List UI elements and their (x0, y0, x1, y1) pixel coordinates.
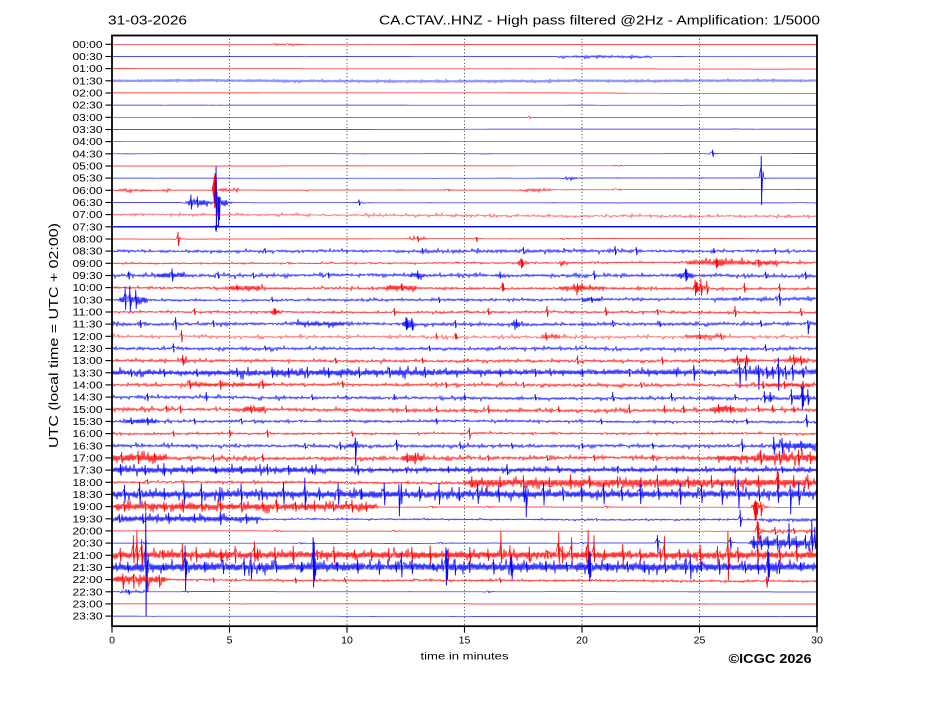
svg-text:02:00: 02:00 (73, 89, 104, 100)
svg-text:23:00: 23:00 (73, 600, 104, 611)
svg-text:01:00: 01:00 (73, 64, 104, 75)
svg-text:04:00: 04:00 (73, 137, 104, 148)
svg-text:08:00: 08:00 (73, 235, 104, 246)
svg-text:07:00: 07:00 (73, 210, 104, 221)
svg-text:21:30: 21:30 (73, 563, 104, 574)
svg-text:15:00: 15:00 (73, 405, 104, 416)
svg-text:20:30: 20:30 (73, 539, 104, 550)
svg-text:10:00: 10:00 (73, 283, 104, 294)
svg-text:13:00: 13:00 (73, 356, 104, 367)
svg-text:22:00: 22:00 (73, 575, 104, 586)
svg-text:21:00: 21:00 (73, 551, 104, 562)
svg-text:15: 15 (459, 635, 471, 647)
svg-text:19:30: 19:30 (73, 514, 104, 525)
svg-text:UTC (local time = UTC + 02:00): UTC (local time = UTC + 02:00) (46, 223, 61, 448)
svg-text:11:30: 11:30 (73, 320, 104, 331)
svg-text:09:00: 09:00 (73, 259, 104, 270)
svg-text:01:30: 01:30 (73, 76, 104, 87)
svg-text:06:00: 06:00 (73, 186, 104, 197)
svg-text:CA.CTAV..HNZ - High pass filte: CA.CTAV..HNZ - High pass filtered @2Hz -… (379, 13, 820, 28)
svg-text:10: 10 (341, 635, 353, 647)
svg-text:14:00: 14:00 (73, 381, 104, 392)
svg-text:10:30: 10:30 (73, 295, 104, 306)
svg-text:18:30: 18:30 (73, 490, 104, 501)
svg-text:©ICGC 2026: ©ICGC 2026 (729, 651, 812, 666)
svg-text:15:30: 15:30 (73, 417, 104, 428)
svg-text:0: 0 (109, 635, 115, 647)
svg-text:04:30: 04:30 (73, 149, 104, 160)
svg-text:16:00: 16:00 (73, 429, 104, 440)
svg-text:31-03-2026: 31-03-2026 (108, 13, 187, 28)
svg-text:19:00: 19:00 (73, 502, 104, 513)
svg-text:30: 30 (811, 635, 823, 647)
svg-text:03:30: 03:30 (73, 125, 104, 136)
svg-text:time in minutes: time in minutes (421, 651, 509, 663)
svg-text:06:30: 06:30 (73, 198, 104, 209)
svg-text:16:30: 16:30 (73, 441, 104, 452)
svg-text:00:30: 00:30 (73, 52, 104, 63)
svg-text:17:30: 17:30 (73, 466, 104, 477)
svg-text:09:30: 09:30 (73, 271, 104, 282)
svg-text:5: 5 (227, 635, 233, 647)
svg-text:12:30: 12:30 (73, 344, 104, 355)
svg-text:25: 25 (694, 635, 706, 647)
svg-text:05:30: 05:30 (73, 174, 104, 185)
svg-text:05:00: 05:00 (73, 162, 104, 173)
svg-text:11:00: 11:00 (73, 308, 104, 319)
svg-text:23:30: 23:30 (73, 612, 104, 623)
svg-text:07:30: 07:30 (73, 222, 104, 233)
svg-text:08:30: 08:30 (73, 247, 104, 258)
svg-text:20:00: 20:00 (73, 527, 104, 538)
svg-text:03:00: 03:00 (73, 113, 104, 124)
svg-text:00:00: 00:00 (73, 40, 104, 51)
svg-text:18:00: 18:00 (73, 478, 104, 489)
svg-text:14:30: 14:30 (73, 393, 104, 404)
svg-text:02:30: 02:30 (73, 101, 104, 112)
svg-text:12:00: 12:00 (73, 332, 104, 343)
svg-text:22:30: 22:30 (73, 587, 104, 598)
svg-text:17:00: 17:00 (73, 454, 104, 465)
svg-text:20: 20 (576, 635, 588, 647)
svg-text:13:30: 13:30 (73, 368, 104, 379)
